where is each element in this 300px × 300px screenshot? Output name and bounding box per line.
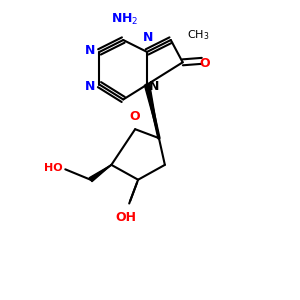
Polygon shape [144, 84, 159, 138]
Text: CH$_3$: CH$_3$ [187, 29, 210, 43]
Text: NH$_2$: NH$_2$ [111, 12, 138, 27]
Text: N: N [143, 32, 154, 44]
Text: HO: HO [44, 163, 62, 173]
Text: N: N [148, 80, 159, 93]
Text: O: O [199, 57, 210, 70]
Text: N: N [85, 44, 95, 57]
Text: O: O [129, 110, 140, 123]
Text: OH: OH [116, 211, 137, 224]
Text: N: N [85, 80, 95, 93]
Polygon shape [89, 165, 111, 182]
